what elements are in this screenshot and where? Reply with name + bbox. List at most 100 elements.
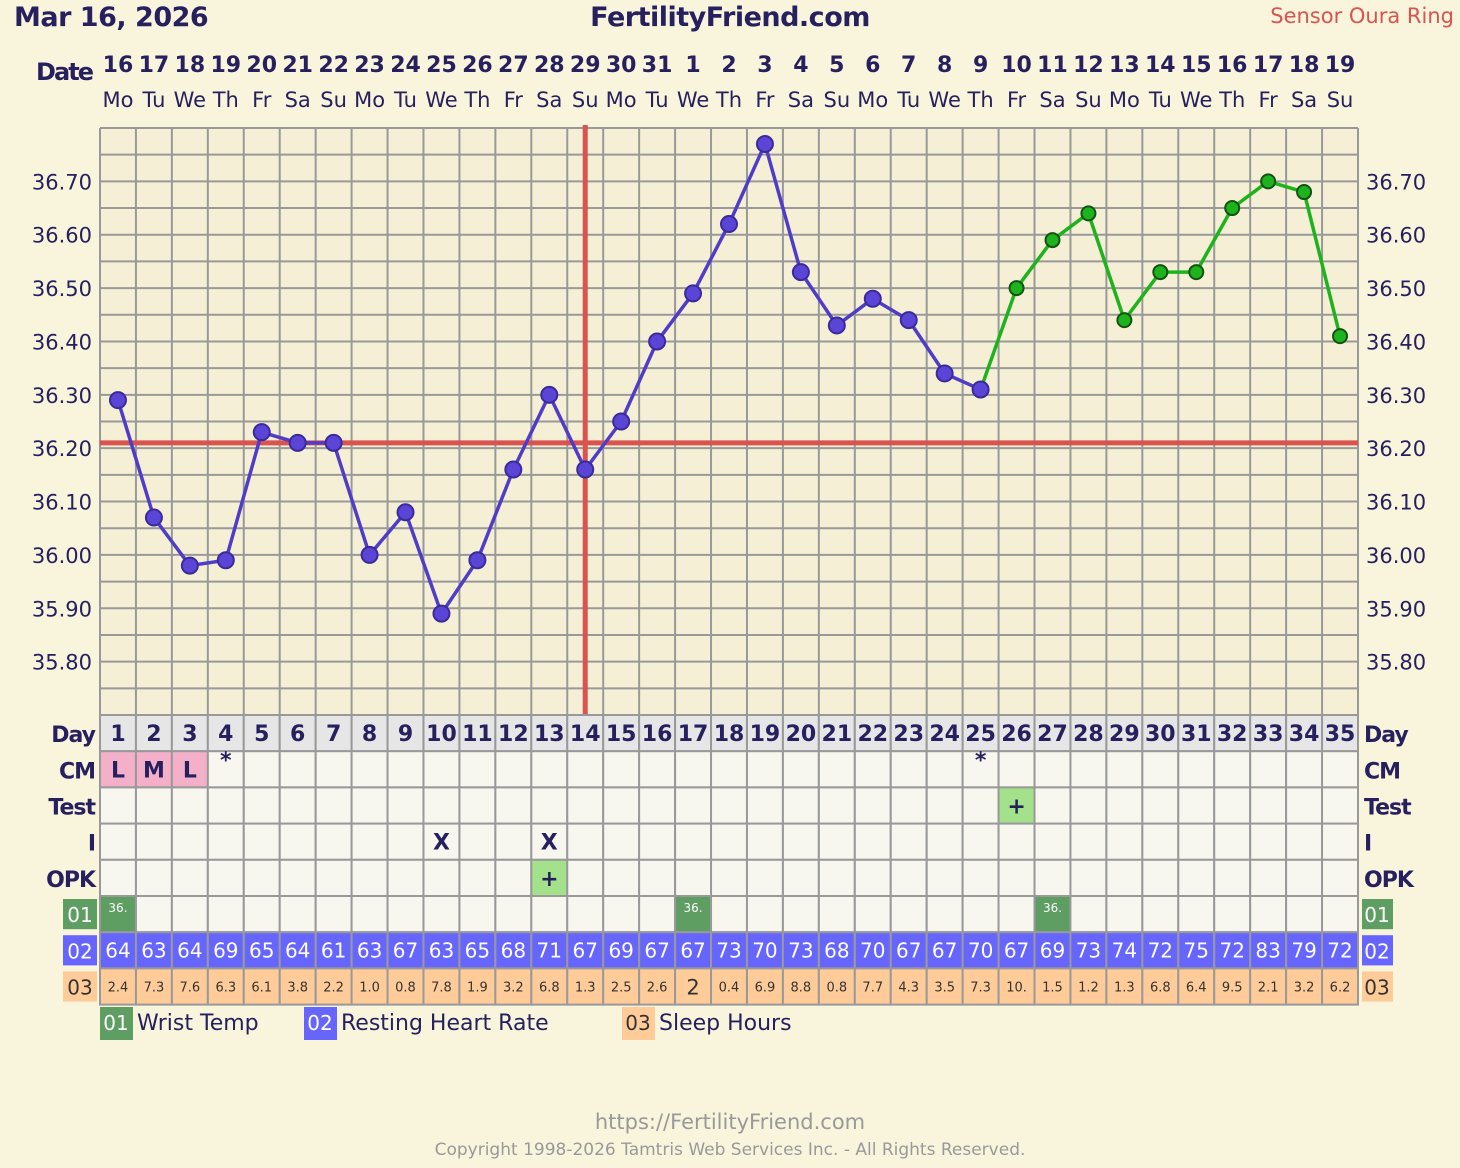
sensor-label: Sensor Oura Ring (1270, 4, 1454, 28)
rhr-value: 68 (824, 938, 849, 962)
y-tick-left: 36.10 (32, 491, 92, 515)
y-tick-left: 35.80 (32, 651, 92, 675)
day-value: 8 (362, 722, 377, 747)
sleep-value: 2.6 (647, 981, 668, 996)
rhr-cell (566, 931, 605, 970)
test-row-label-left: Test (48, 796, 96, 821)
opk-cell (566, 858, 605, 897)
intercourse-cell (710, 822, 748, 861)
weekday-label: We (1180, 88, 1212, 112)
intercourse-cell (1249, 822, 1288, 861)
opk-cell (530, 858, 569, 897)
wrist-cell (530, 895, 569, 934)
weekday-label: Mo (857, 88, 888, 112)
cm-cell (638, 750, 677, 789)
date-label: 6 (865, 53, 880, 78)
date-label: 10 (1001, 53, 1032, 78)
test-cell (566, 786, 605, 825)
intercourse-cell (1033, 822, 1072, 861)
weekday-label: Su (1327, 88, 1354, 112)
sleep-value: 9.5 (1222, 981, 1243, 996)
test-cell (710, 786, 748, 825)
wrist-cell (566, 895, 605, 934)
rhr-row-label-left: 02 (67, 939, 92, 963)
date-label: 31 (642, 53, 673, 78)
sleep-cell (745, 967, 784, 1006)
date-row-label: Date (36, 58, 94, 86)
sleep-value: 4.3 (898, 981, 919, 996)
date-label: 3 (757, 53, 772, 78)
day-row-label-left: Day (51, 723, 95, 748)
wrist-cell (997, 895, 1036, 934)
footer-url-link[interactable]: https://FertilityFriend.com (594, 1110, 866, 1134)
day-cell (925, 714, 964, 753)
rhr-value: 68 (501, 938, 526, 962)
sleep-value: 2.2 (323, 981, 344, 996)
sleep-value: 7.3 (970, 981, 991, 996)
intercourse-cell (566, 822, 605, 861)
legend-swatch-02 (304, 1007, 337, 1040)
sensor-temp-point (1044, 232, 1061, 249)
weekday-label: Th (1218, 88, 1245, 112)
date-label: 2 (721, 53, 736, 78)
date-label: 5 (829, 53, 844, 78)
rhr-cell (602, 931, 641, 970)
sleep-value: 6.1 (251, 981, 272, 996)
site-title: FertilityFriend.com (590, 2, 870, 33)
wrist-code-box-right (1362, 899, 1393, 930)
day-value: 14 (570, 722, 601, 747)
cm-cell (781, 750, 820, 789)
test-cell (494, 786, 533, 825)
rhr-value: 67 (644, 938, 669, 962)
rhr-value: 64 (177, 938, 202, 962)
weekday-label: Sa (1039, 88, 1065, 112)
wrist-cell (710, 895, 748, 934)
wrist-cell (781, 895, 820, 934)
rhr-cell (350, 931, 389, 970)
cm-cell (566, 750, 605, 789)
opk-row-label-right: OPK (1364, 868, 1415, 893)
rhr-value: 67 (573, 938, 598, 962)
day-value: 20 (786, 722, 817, 747)
opk-cell (638, 858, 677, 897)
wrist-value: 36. (684, 901, 703, 915)
weekday-label: Fr (504, 88, 524, 112)
day-value: 11 (462, 722, 493, 747)
y-tick-left: 36.50 (32, 277, 92, 301)
weekday-label: Fr (252, 88, 272, 112)
opk-cell (206, 858, 245, 897)
test-cell (602, 786, 641, 825)
intercourse-cell (853, 822, 892, 861)
intercourse-cell (458, 822, 497, 861)
day-cell (1105, 714, 1144, 753)
wrist-cell (925, 895, 964, 934)
sleep-cell (566, 967, 605, 1006)
temp-point (324, 433, 343, 452)
opk-cell (494, 858, 533, 897)
sensor-temp-point (1260, 173, 1277, 190)
date-label: 17 (139, 53, 170, 78)
cm-cell (206, 750, 245, 789)
y-tick-right: 35.80 (1366, 651, 1426, 675)
rhr-value: 73 (1076, 938, 1101, 962)
cm-cell (494, 750, 533, 789)
wrist-cell (1321, 895, 1359, 934)
rhr-value: 83 (1255, 938, 1280, 962)
rhr-value: 71 (537, 938, 562, 962)
date-label: 8 (937, 53, 952, 78)
sleep-value: 8.8 (791, 981, 812, 996)
rhr-value: 70 (752, 938, 777, 962)
wrist-code-box-left (63, 899, 97, 930)
weekday-label: Fr (1007, 88, 1027, 112)
wrist-cell (458, 895, 497, 934)
test-cell (781, 786, 820, 825)
date-label: 13 (1109, 53, 1140, 78)
sleep-value: 0.8 (826, 981, 847, 996)
date-label: 28 (534, 53, 565, 78)
day-value: 22 (857, 722, 888, 747)
weekday-label: Sa (788, 88, 814, 112)
y-tick-right: 36.00 (1366, 544, 1426, 568)
sleep-cell (710, 967, 748, 1006)
sleep-value: 1.5 (1042, 981, 1063, 996)
day-cell (170, 714, 209, 753)
